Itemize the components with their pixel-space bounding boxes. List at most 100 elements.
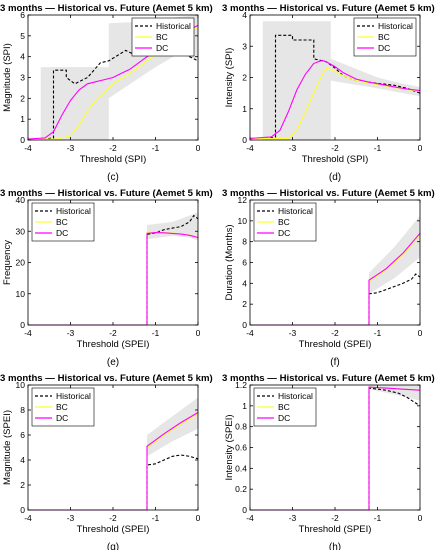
- y-tick-label: 8: [242, 237, 247, 247]
- y-tick-label: 0.4: [235, 463, 247, 473]
- x-tick-label: -3: [289, 513, 297, 523]
- x-tick-label: -3: [67, 513, 75, 523]
- legend-box: [31, 202, 95, 242]
- y-tick-label: 40: [16, 195, 26, 205]
- x-tick-label: -2: [109, 143, 117, 153]
- x-tick-label: -4: [246, 328, 254, 338]
- x-tick-label: -3: [67, 328, 75, 338]
- y-tick-label: 0: [20, 320, 25, 330]
- chart-panel-4: 3 months — Historical vs. Future (Aemet …: [222, 188, 435, 368]
- x-tick-label: -2: [109, 328, 117, 338]
- series-line-historical: [28, 214, 199, 326]
- legend-label: Historical: [278, 391, 313, 401]
- x-tick-label: -2: [109, 513, 117, 523]
- y-tick-label: 3: [242, 41, 247, 51]
- panel-label: (e): [107, 357, 119, 368]
- x-axis-label: Threshold (SPEI): [299, 339, 372, 350]
- uncertainty-band: [147, 212, 198, 241]
- y-tick-label: 4: [20, 455, 25, 465]
- legend-label: BC: [56, 402, 68, 412]
- legend-label: DC: [156, 43, 168, 53]
- x-tick-label: -1: [152, 143, 160, 153]
- legend-label: Historical: [56, 206, 91, 216]
- x-tick-label: -1: [374, 328, 382, 338]
- series-line-dc: [28, 231, 199, 326]
- y-tick-label: 2: [20, 480, 25, 490]
- y-tick-label: 10: [16, 289, 26, 299]
- panel-label: (h): [329, 542, 341, 550]
- x-tick-label: -4: [24, 328, 32, 338]
- y-tick-label: 0: [242, 505, 247, 515]
- x-tick-label: -1: [374, 143, 382, 153]
- chart-title: 3 months — Historical vs. Future (Aemet …: [0, 188, 213, 199]
- chart-title: 3 months — Historical vs. Future (Aemet …: [0, 3, 213, 14]
- legend-label: DC: [378, 43, 390, 53]
- legend-label: DC: [56, 413, 68, 423]
- chart-title: 3 months — Historical vs. Future (Aemet …: [222, 373, 435, 384]
- x-tick-label: -2: [331, 143, 339, 153]
- legend-label: BC: [378, 32, 390, 42]
- x-tick-label: -4: [246, 143, 254, 153]
- y-tick-label: 1: [242, 104, 247, 114]
- y-tick-label: 6: [20, 10, 25, 20]
- series-line-dc: [249, 59, 421, 139]
- y-tick-label: 10: [238, 216, 248, 226]
- uncertainty-band: [262, 21, 420, 140]
- y-tick-label: 20: [16, 258, 26, 268]
- x-axis-label: Threshold (SPI): [302, 154, 369, 165]
- y-tick-label: 1: [242, 401, 247, 411]
- series-line-historical: [250, 273, 421, 326]
- legend-label: BC: [278, 402, 290, 412]
- y-tick-label: 0: [242, 135, 247, 145]
- y-tick-label: 6: [242, 258, 247, 268]
- y-tick-label: 3: [20, 73, 25, 83]
- x-tick-label: -1: [152, 513, 160, 523]
- chart-title: 3 months — Historical vs. Future (Aemet …: [222, 3, 435, 14]
- legend-label: BC: [278, 217, 290, 227]
- y-tick-label: 12: [238, 195, 248, 205]
- series-line-historical: [250, 387, 421, 511]
- y-tick-label: 4: [242, 278, 247, 288]
- legend-label: Historical: [56, 391, 91, 401]
- x-tick-label: 0: [418, 328, 423, 338]
- x-axis-label: Threshold (SPEI): [77, 339, 150, 350]
- y-axis-label: Intensity (SPEI): [224, 415, 235, 481]
- y-axis-label: Duration (Months): [224, 224, 235, 300]
- y-axis-label: Magnitude (SPI): [2, 43, 13, 112]
- legend-label: Historical: [278, 206, 313, 216]
- x-tick-label: -4: [246, 513, 254, 523]
- y-tick-label: 0.6: [235, 443, 247, 453]
- y-tick-label: 1.2: [235, 380, 247, 390]
- y-tick-label: 0.2: [235, 484, 247, 494]
- x-tick-label: 0: [418, 513, 423, 523]
- legend-label: Historical: [378, 21, 413, 31]
- chart-title: 3 months — Historical vs. Future (Aemet …: [0, 373, 213, 384]
- x-tick-label: -3: [67, 143, 75, 153]
- legend-label: DC: [278, 413, 290, 423]
- x-tick-label: -4: [24, 143, 32, 153]
- x-tick-label: -2: [331, 328, 339, 338]
- y-tick-label: 0.8: [235, 422, 247, 432]
- y-tick-label: 10: [16, 380, 26, 390]
- x-tick-label: -1: [374, 513, 382, 523]
- x-axis-label: Threshold (SPEI): [77, 524, 150, 535]
- legend-label: DC: [56, 228, 68, 238]
- x-tick-label: 0: [196, 513, 201, 523]
- y-tick-label: 0: [20, 505, 25, 515]
- y-axis-label: Frequency: [2, 240, 13, 285]
- x-tick-label: 0: [196, 328, 201, 338]
- legend-label: Historical: [156, 21, 191, 31]
- y-tick-label: 1: [20, 114, 25, 124]
- y-tick-label: 0: [20, 135, 25, 145]
- y-tick-label: 4: [242, 10, 247, 20]
- y-tick-label: 30: [16, 226, 26, 236]
- x-tick-label: 0: [196, 143, 201, 153]
- legend-box: [31, 387, 95, 427]
- panel-label: (c): [107, 172, 119, 183]
- y-axis-label: Magnitude (SPEI): [2, 410, 13, 485]
- x-tick-label: -2: [331, 513, 339, 523]
